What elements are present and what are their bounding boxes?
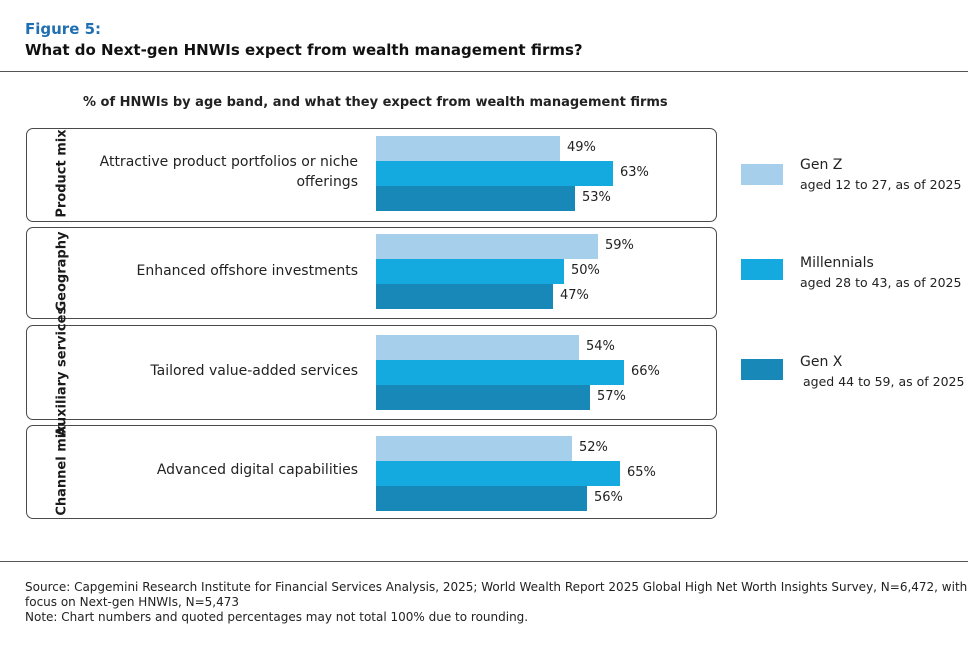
bar-gen-z-1	[376, 136, 560, 161]
legend-description: aged 44 to 59, as of 2025	[803, 374, 965, 389]
legend-description: aged 28 to 43, as of 2025	[800, 275, 962, 290]
data-label: 54%	[586, 339, 615, 354]
bar-gen-z-2	[376, 234, 598, 259]
bar-gen-x-3	[376, 385, 590, 410]
data-label: 65%	[627, 465, 656, 480]
bar-gen-x-2	[376, 284, 553, 309]
data-label: 63%	[620, 165, 649, 180]
bar-millennials-2	[376, 259, 564, 284]
legend-swatch-gen-z	[741, 164, 783, 185]
legend-swatch-gen-x	[741, 359, 783, 380]
bar-millennials-1	[376, 161, 613, 186]
legend-name: Gen X	[800, 354, 843, 370]
chart-title: % of HNWIs by age band, and what they ex…	[83, 95, 668, 110]
legend-description: aged 12 to 27, as of 2025	[800, 177, 962, 192]
category-label: Attractive product portfolios or niche o…	[99, 154, 358, 190]
category-label: Advanced digital capabilities	[156, 462, 358, 478]
data-label: 52%	[579, 440, 608, 455]
data-label: 59%	[605, 238, 634, 253]
top-divider	[0, 71, 968, 72]
figure-title: What do Next-gen HNWIs expect from wealt…	[25, 41, 583, 59]
data-label: 53%	[582, 190, 611, 205]
category-label: Enhanced offshore investments	[136, 263, 359, 279]
bar-millennials-3	[376, 360, 624, 385]
panel-geography	[26, 227, 717, 319]
source-note: Source: Capgemini Research Institute for…	[25, 580, 970, 625]
bar-gen-z-3	[376, 335, 579, 360]
data-label: 47%	[560, 288, 589, 303]
bar-gen-z-4	[376, 436, 572, 461]
bar-gen-x-4	[376, 486, 587, 511]
legend-swatch-millennials	[741, 259, 783, 280]
bar-millennials-4	[376, 461, 620, 486]
data-label: 66%	[631, 364, 660, 379]
note-text: Note: Chart numbers and quoted percentag…	[25, 610, 529, 624]
data-label: 49%	[567, 140, 596, 155]
legend-name: Millennials	[800, 255, 874, 271]
figure-label: Figure 5:	[25, 20, 102, 38]
data-label: 50%	[571, 263, 600, 278]
legend-name: Gen Z	[800, 157, 843, 173]
category-label: Tailored value-added services	[150, 363, 358, 379]
source-text: Source: Capgemini Research Institute for…	[25, 580, 968, 609]
bottom-divider	[0, 561, 968, 562]
bar-gen-x-1	[376, 186, 575, 211]
data-label: 57%	[597, 389, 626, 404]
data-label: 56%	[594, 490, 623, 505]
